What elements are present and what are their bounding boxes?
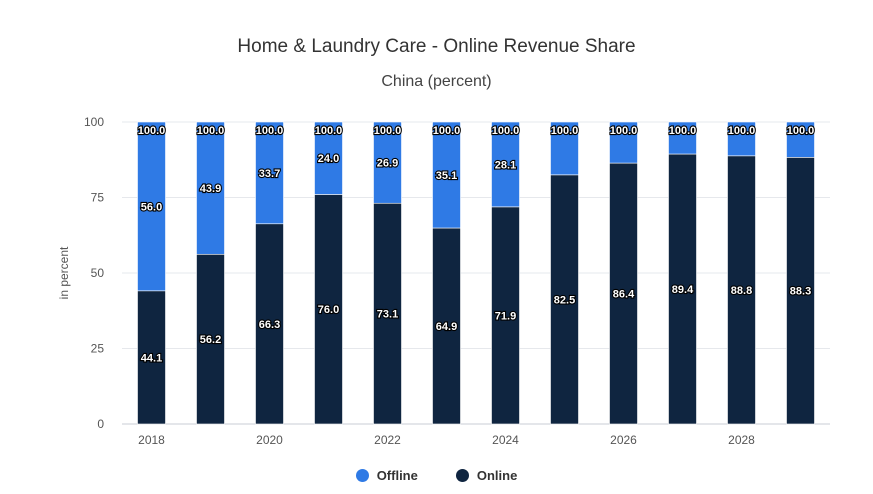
legend-item-offline[interactable]: Offline bbox=[355, 468, 418, 483]
legend-swatch-online bbox=[455, 469, 469, 482]
chart-subtitle: China (percent) bbox=[381, 73, 492, 90]
data-label-online: 88.3 bbox=[790, 286, 811, 298]
data-label-online: 73.1 bbox=[377, 309, 398, 321]
total-label: 100.0 bbox=[197, 125, 225, 137]
bar-online bbox=[255, 223, 284, 425]
x-tick-label: 2020 bbox=[256, 433, 283, 447]
legend-swatch-offline bbox=[355, 469, 369, 482]
bar-offline bbox=[137, 121, 166, 292]
data-label-offline: 28.1 bbox=[495, 159, 516, 171]
x-tick-label: 2028 bbox=[728, 433, 755, 447]
total-label: 100.0 bbox=[610, 125, 638, 137]
total-label: 100.0 bbox=[551, 125, 579, 137]
total-label: 100.0 bbox=[256, 125, 284, 137]
legend-label-offline: Offline bbox=[376, 468, 418, 483]
bar-online bbox=[727, 155, 756, 425]
bar-offline bbox=[609, 121, 638, 164]
bar-offline bbox=[255, 121, 284, 225]
y-tick-label: 50 bbox=[91, 266, 105, 280]
bar-offline bbox=[373, 121, 402, 204]
data-label-online: 56.2 bbox=[200, 334, 221, 346]
chart-title: Home & Laundry Care - Online Revenue Sha… bbox=[237, 36, 636, 57]
total-label: 100.0 bbox=[492, 125, 520, 137]
x-tick-label: 2024 bbox=[492, 433, 519, 447]
data-label-online: 88.8 bbox=[731, 285, 752, 297]
data-label-online: 64.9 bbox=[436, 321, 457, 333]
bar-online bbox=[137, 290, 166, 425]
total-label: 100.0 bbox=[374, 125, 402, 137]
x-tick-label: 2022 bbox=[374, 433, 401, 447]
data-label-offline: 33.7 bbox=[259, 168, 280, 180]
data-label-offline: 26.9 bbox=[377, 158, 398, 170]
x-tick-label: 2018 bbox=[138, 433, 165, 447]
bar-offline bbox=[786, 121, 815, 158]
data-label-online: 82.5 bbox=[554, 294, 575, 306]
total-label: 100.0 bbox=[787, 125, 815, 137]
y-tick-label: 0 bbox=[97, 417, 104, 431]
total-label: 100.0 bbox=[433, 125, 461, 137]
total-label: 100.0 bbox=[728, 125, 756, 137]
x-tick-label: 2026 bbox=[610, 433, 637, 447]
y-tick-label: 25 bbox=[91, 342, 105, 356]
bar-online bbox=[432, 227, 461, 425]
bar-online bbox=[196, 253, 225, 425]
data-label-online: 71.9 bbox=[495, 310, 516, 322]
bar-offline bbox=[314, 121, 343, 195]
total-label: 100.0 bbox=[315, 125, 343, 137]
bar-offline bbox=[668, 121, 697, 155]
y-tick-label: 100 bbox=[84, 115, 104, 129]
bar-offline bbox=[727, 121, 756, 157]
data-label-offline: 56.0 bbox=[141, 201, 162, 213]
legend-label-online: Online bbox=[476, 468, 518, 483]
data-label-online: 44.1 bbox=[141, 352, 162, 364]
data-label-offline: 24.0 bbox=[318, 153, 339, 165]
data-label-offline: 43.9 bbox=[200, 183, 221, 195]
bar-online bbox=[314, 194, 343, 425]
y-axis-title: in percent bbox=[57, 246, 71, 299]
legend: Offline Online bbox=[0, 468, 873, 483]
total-label: 100.0 bbox=[138, 125, 166, 137]
bar-offline bbox=[491, 121, 520, 208]
data-label-online: 76.0 bbox=[318, 304, 339, 316]
data-label-online: 89.4 bbox=[672, 284, 694, 296]
bar-online bbox=[786, 157, 815, 425]
data-label-offline: 35.1 bbox=[436, 170, 457, 182]
data-label-online: 86.4 bbox=[613, 289, 635, 301]
legend-item-online[interactable]: Online bbox=[455, 468, 518, 483]
bar-online bbox=[609, 162, 638, 425]
data-label-online: 66.3 bbox=[259, 319, 280, 331]
bar-offline bbox=[432, 121, 461, 229]
total-label: 100.0 bbox=[669, 125, 697, 137]
bar-offline bbox=[196, 121, 225, 255]
bar-online bbox=[668, 153, 697, 425]
bar-online bbox=[550, 174, 579, 425]
bar-offline bbox=[550, 121, 579, 176]
y-tick-label: 75 bbox=[91, 191, 105, 205]
